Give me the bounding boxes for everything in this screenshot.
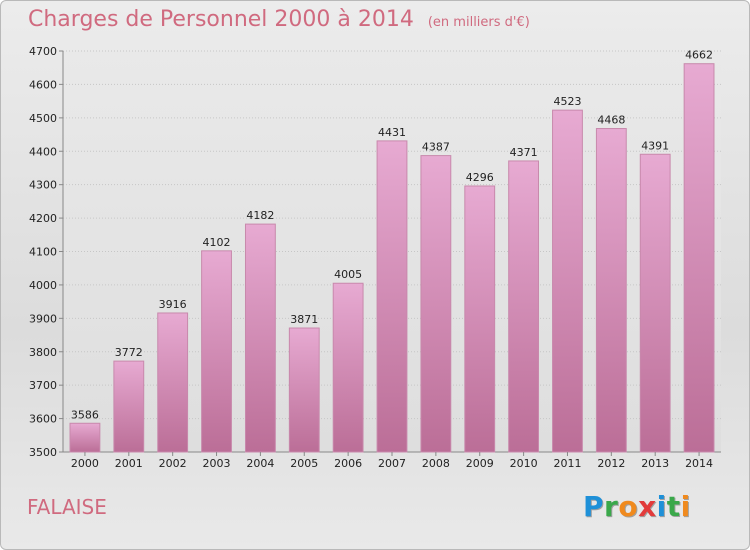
logo-letter: r [604,490,619,523]
bar [464,185,496,453]
logo-letter: i [656,490,667,523]
data-label: 4182 [246,209,274,222]
data-label: 4431 [378,126,406,139]
bar [69,422,101,453]
data-label: 3772 [115,346,143,359]
x-tick-label: 2001 [115,457,143,470]
x-tick-label: 2007 [378,457,406,470]
data-label: 4523 [553,95,581,108]
bar [508,160,540,453]
logo-letter: t [666,490,681,523]
x-tick-label: 2005 [290,457,318,470]
x-tick-label: 2004 [246,457,274,470]
x-tick-label: 2014 [685,457,713,470]
y-tick-label: 4600 [29,78,57,91]
x-tick-label: 2009 [466,457,494,470]
bar [244,223,276,453]
bar [157,312,189,453]
bar [288,327,320,453]
x-tick-label: 2013 [641,457,669,470]
y-tick-label: 4500 [29,112,57,125]
logo-letter: x [638,490,657,523]
logo-letter: P [583,490,605,523]
data-label: 3916 [159,298,187,311]
x-tick-label: 2010 [510,457,538,470]
logo-letter: i [680,490,691,523]
logo-letter: o [618,490,639,523]
bar [420,155,452,453]
y-tick-label: 4400 [29,145,57,158]
y-tick-label: 3600 [29,413,57,426]
chart-title: Charges de Personnel 2000 à 2014 (en mill… [28,7,530,32]
x-tick-label: 2008 [422,457,450,470]
chart-subtitle: (en milliers d'€) [427,15,530,30]
x-tick-label: 2011 [553,457,581,470]
y-tick-label: 4200 [29,212,57,225]
y-tick-label: 3500 [29,446,57,459]
y-tick-label: 4000 [29,279,57,292]
proxiti-logo: Proxiti [583,490,691,523]
y-tick-label: 3900 [29,312,57,325]
bar [113,360,145,453]
x-tick-label: 2002 [159,457,187,470]
x-tick-label: 2000 [71,457,99,470]
bar [332,282,364,453]
bar [595,128,627,453]
data-label: 4371 [510,146,538,159]
y-tick-label: 4300 [29,179,57,192]
data-label: 4468 [597,114,625,127]
y-tick-label: 4700 [29,45,57,58]
data-label: 4662 [685,49,713,62]
data-label: 4296 [466,171,494,184]
chart-title-text: Charges de Personnel 2000 à 2014 [28,7,414,32]
y-tick-label: 4100 [29,246,57,259]
bar [552,109,583,453]
bar [683,63,715,453]
data-label: 3586 [71,408,99,421]
data-label: 4391 [641,139,669,152]
bar [201,250,232,453]
y-tick-label: 3700 [29,379,57,392]
y-tick-label: 3800 [29,346,57,359]
x-tick-label: 2003 [203,457,231,470]
data-label: 4102 [203,236,231,249]
data-label: 4387 [422,141,450,154]
data-label: 3871 [290,313,318,326]
bar [639,153,671,453]
data-label: 4005 [334,268,362,281]
place-name: FALAISE [27,495,107,519]
x-tick-label: 2006 [334,457,362,470]
bar [376,140,408,453]
x-tick-label: 2012 [597,457,625,470]
